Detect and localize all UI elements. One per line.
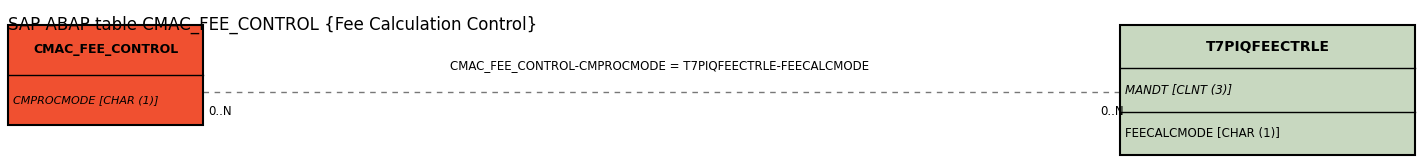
Bar xyxy=(9,25,204,125)
Bar xyxy=(1121,112,1415,155)
Text: MANDT [CLNT (3)]: MANDT [CLNT (3)] xyxy=(1125,83,1232,97)
Bar xyxy=(9,75,204,125)
Bar xyxy=(1121,25,1415,155)
Text: 0..N: 0..N xyxy=(208,105,232,118)
Text: CMAC_FEE_CONTROL: CMAC_FEE_CONTROL xyxy=(33,44,178,56)
Bar xyxy=(1121,25,1415,68)
Text: CMPROCMODE [CHAR (1)]: CMPROCMODE [CHAR (1)] xyxy=(13,95,158,105)
Text: SAP ABAP table CMAC_FEE_CONTROL {Fee Calculation Control}: SAP ABAP table CMAC_FEE_CONTROL {Fee Cal… xyxy=(9,16,537,34)
Text: 0..N: 0..N xyxy=(1099,105,1124,118)
Bar xyxy=(9,25,204,75)
Text: CMAC_FEE_CONTROL-CMPROCMODE = T7PIQFEECTRLE-FEECALCMODE: CMAC_FEE_CONTROL-CMPROCMODE = T7PIQFEECT… xyxy=(450,59,870,72)
Text: T7PIQFEECTRLE: T7PIQFEECTRLE xyxy=(1206,40,1330,54)
Bar xyxy=(1121,68,1415,112)
Text: FEECALCMODE [CHAR (1)]: FEECALCMODE [CHAR (1)] xyxy=(1125,127,1280,140)
